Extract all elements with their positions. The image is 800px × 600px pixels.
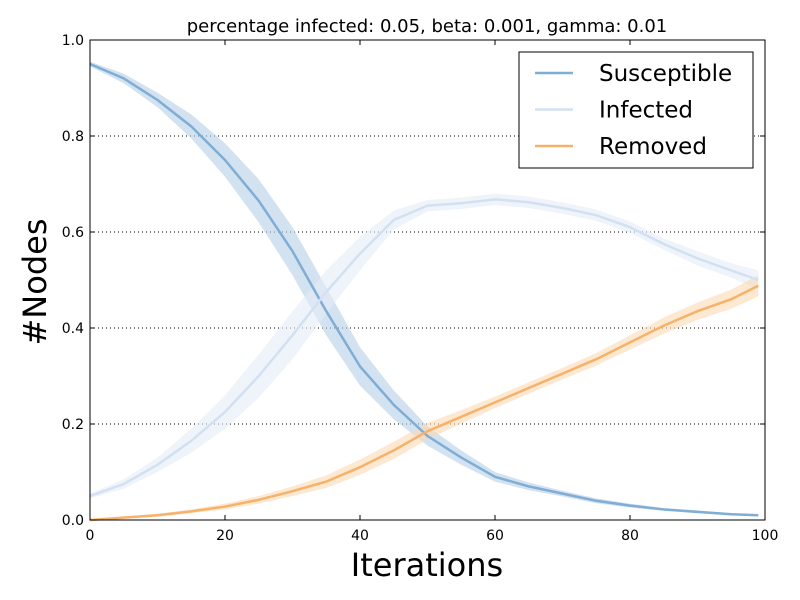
y-tick-label: 1.0 [62,33,84,49]
chart-title: percentage infected: 0.05, beta: 0.001, … [187,16,668,37]
removed-band [90,275,759,520]
y-axis-label: #Nodes [16,219,54,346]
y-tick-label: 0.4 [62,321,84,337]
y-tick-label: 0.0 [62,513,84,529]
plot-frame [89,39,766,521]
legend-label-removed: Removed [599,134,707,160]
legend-label-susceptible: Susceptible [599,61,732,87]
x-tick-label: 20 [216,528,234,544]
infected-band [90,193,759,499]
x-tick-label: 100 [752,528,779,544]
legend: Susceptible Infected Removed [518,51,754,169]
y-tick-label: 0.6 [62,225,84,241]
x-tick-label: 80 [621,528,639,544]
confidence-bands [90,61,759,520]
y-tick-label: 0.8 [62,129,84,145]
grid-lines [90,135,765,425]
y-tick-label: 0.2 [62,417,84,433]
series-lines [89,62,759,522]
x-axis-label: Iterations [351,546,503,584]
x-tick-label: 0 [86,528,95,544]
x-tick-label: 40 [351,528,369,544]
legend-label-infected: Infected [599,98,693,124]
x-tick-label: 60 [486,528,504,544]
axes: 0.0 0.2 0.4 0.6 0.8 1.0 0 20 40 60 80 100 [62,33,779,544]
